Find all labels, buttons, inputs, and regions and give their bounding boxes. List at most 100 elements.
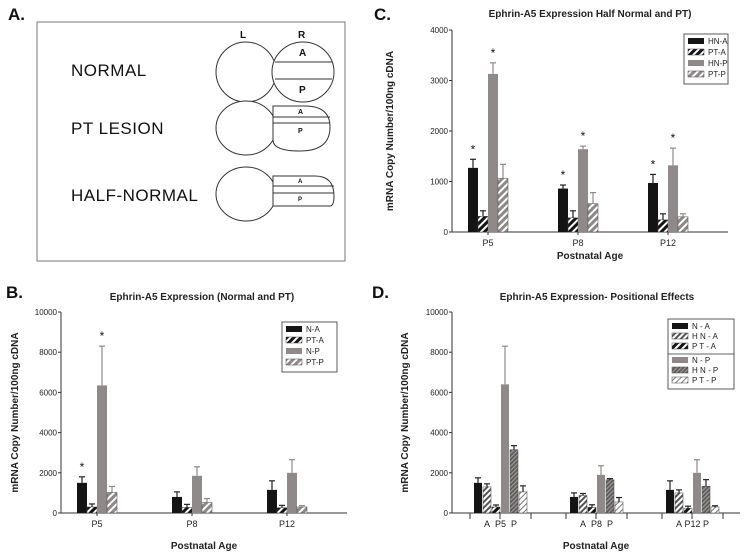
bar-B-PT-A-P12 — [276, 507, 288, 514]
legend-label: HN-A — [708, 37, 728, 46]
bar-C-PT-A-P8 — [567, 217, 579, 233]
panel-label-a: A. — [8, 5, 25, 24]
bar-C-PT-P-P12 — [677, 216, 689, 233]
bar-D-PT-P-P12 — [710, 506, 720, 514]
x-sub-label-posterior: P — [703, 519, 709, 529]
y-tick-label: 0 — [444, 228, 449, 237]
significance-star: * — [671, 131, 676, 145]
y-tick-label: 2000 — [430, 469, 448, 478]
bar-B-N-A-P12 — [267, 489, 277, 513]
left-hemisphere — [215, 166, 277, 222]
chart-half-normal-pt: Ephrin-A5 Expression Half Normal and PT)… — [385, 9, 729, 262]
right-hemisphere — [271, 41, 335, 103]
x-sub-label-posterior: P — [607, 519, 613, 529]
diagram-row-label-normal: NORMAL — [71, 61, 147, 80]
x-axis-label: Postnatal Age — [171, 541, 238, 552]
bar-D-PT-A-P8 — [587, 507, 597, 514]
x-sub-label-posterior: P — [511, 519, 517, 529]
legend-swatch — [672, 357, 688, 363]
significance-star: * — [561, 168, 566, 182]
bar-C-HN-A-P5 — [468, 167, 478, 232]
legend-label: H N - P — [692, 366, 718, 375]
legend-swatch — [688, 60, 704, 66]
legend-swatch — [286, 326, 302, 332]
left-hemisphere — [215, 41, 277, 103]
legend-swatch — [672, 323, 688, 329]
bar-C-HN-P-P8 — [578, 149, 588, 232]
bar-D-HN-A-P12 — [674, 492, 684, 514]
y-tick-label: 4000 — [430, 26, 448, 35]
legend-label: PT-A — [708, 48, 726, 57]
chart-title: Ephrin-A5 Expression- Positional Effects — [500, 292, 695, 303]
chart-title: Ephrin-A5 Expression (Normal and PT) — [110, 292, 294, 303]
anterior-label: A — [298, 179, 303, 185]
x-category-label: P5 — [482, 238, 493, 248]
legend-swatch — [688, 38, 704, 44]
chart-title: Ephrin-A5 Expression Half Normal and PT) — [489, 9, 692, 20]
bar-C-HN-P-P5 — [488, 73, 498, 232]
y-tick-label: 3000 — [430, 77, 448, 86]
legend-label: P T - A — [692, 342, 717, 351]
y-tick-label: 8000 — [430, 348, 448, 357]
legend-swatch — [285, 336, 303, 344]
bar-B-PT-P-P12 — [296, 506, 308, 514]
legend-swatch — [687, 70, 705, 78]
x-category-label: P12 — [684, 519, 700, 529]
y-tick-label: 10000 — [35, 308, 58, 317]
right-hemisphere-half — [272, 175, 335, 207]
posterior-label: P — [298, 197, 302, 203]
y-tick-label: 6000 — [430, 388, 448, 397]
bar-C-HN-A-P12 — [648, 183, 658, 232]
x-axis-label: Postnatal Age — [557, 251, 624, 262]
panel-label-b: B. — [6, 283, 23, 302]
y-tick-label: 6000 — [39, 388, 57, 397]
bar-D-HN-P-P8 — [605, 479, 615, 514]
chart-positional-effects: Ephrin-A5 Expression- Positional Effects… — [400, 292, 740, 552]
bar-B-PT-P-P8 — [201, 502, 213, 514]
y-tick-label: 0 — [444, 509, 449, 518]
legend-swatch — [671, 332, 689, 340]
legend-label: N - A — [692, 322, 710, 331]
bar-B-N-A-P5 — [77, 482, 87, 513]
y-tick-label: 4000 — [39, 429, 57, 438]
bar-D-PT-A-P12 — [683, 507, 693, 514]
legend-swatch — [671, 366, 689, 374]
chart-normal-pt: Ephrin-A5 Expression (Normal and PT) 0 200… — [10, 292, 347, 552]
significance-star: * — [651, 157, 656, 171]
legend-swatch — [671, 342, 689, 350]
x-category-label: P8 — [591, 519, 602, 529]
bar-C-HN-A-P8 — [558, 188, 568, 232]
x-category-label: P12 — [279, 519, 295, 529]
legend-label: N - P — [692, 356, 710, 365]
diagram-right-label: R — [298, 30, 306, 41]
x-axis-label: Postnatal Age — [563, 541, 630, 552]
significance-star: * — [471, 142, 476, 156]
diagram-left-label: L — [240, 30, 246, 41]
legend-label: PT-A — [306, 336, 324, 345]
y-tick-label: 1000 — [430, 178, 448, 187]
y-tick-label: 10000 — [426, 308, 449, 317]
bar-B-PT-A-P5 — [86, 506, 98, 514]
panel-label-c: C. — [374, 5, 391, 24]
legend-label: P T - P — [692, 376, 716, 385]
bar-C-PT-A-P12 — [657, 219, 669, 233]
bar-B-PT-P-P5 — [106, 492, 118, 514]
y-tick-label: 2000 — [39, 469, 57, 478]
significance-star: * — [80, 460, 85, 474]
anterior-label: A — [299, 48, 306, 59]
legend-swatch — [671, 376, 689, 384]
legend-swatch — [285, 358, 303, 366]
diagram-panel: L R NORMAL A P PT LESION A P HALF-NORMAL… — [36, 21, 346, 262]
y-axis-label: mRNA Copy Number/100ng cDNA — [10, 332, 21, 492]
bar-D-HN-A-P5 — [482, 486, 492, 514]
bar-C-PT-P-P8 — [587, 203, 599, 233]
bar-D-PT-P-P8 — [614, 501, 624, 514]
legend-label: N-P — [306, 347, 320, 356]
x-sub-label-anterior: A — [484, 519, 490, 529]
posterior-label: P — [298, 128, 303, 135]
y-tick-label: 2000 — [430, 127, 448, 136]
bar-D-N-A-P12 — [666, 489, 674, 513]
bar-D-HN-A-P8 — [578, 495, 588, 514]
legend-label: PT-P — [708, 70, 726, 79]
legend-label: PT-P — [306, 358, 324, 367]
